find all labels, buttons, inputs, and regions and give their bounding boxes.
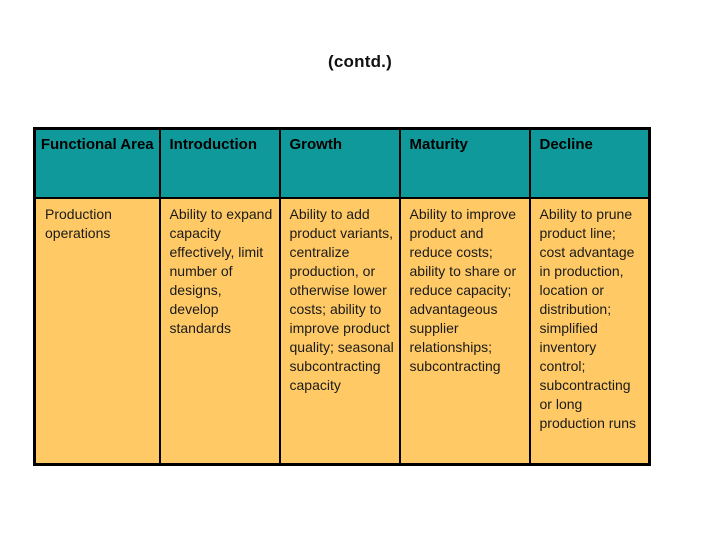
product-lifecycle-table: Functional Area Introduction Growth Matu… xyxy=(33,127,651,466)
cell-functional-area: Production operations xyxy=(33,197,161,466)
column-header-functional-area: Functional Area xyxy=(33,127,161,199)
cell-decline: Ability to prune product line; cost adva… xyxy=(528,197,651,466)
table-row: Production operations Ability to expand … xyxy=(33,197,651,466)
column-header-decline: Decline xyxy=(528,127,651,199)
column-header-introduction: Introduction xyxy=(158,127,281,199)
column-header-growth: Growth xyxy=(278,127,401,199)
cell-introduction: Ability to expand capacity effectively, … xyxy=(158,197,281,466)
cell-growth: Ability to add product variants, central… xyxy=(278,197,401,466)
slide-title: (contd.) xyxy=(328,52,392,71)
column-header-maturity: Maturity xyxy=(398,127,531,199)
cell-maturity: Ability to improve product and reduce co… xyxy=(398,197,531,466)
table-header-row: Functional Area Introduction Growth Matu… xyxy=(33,127,651,199)
